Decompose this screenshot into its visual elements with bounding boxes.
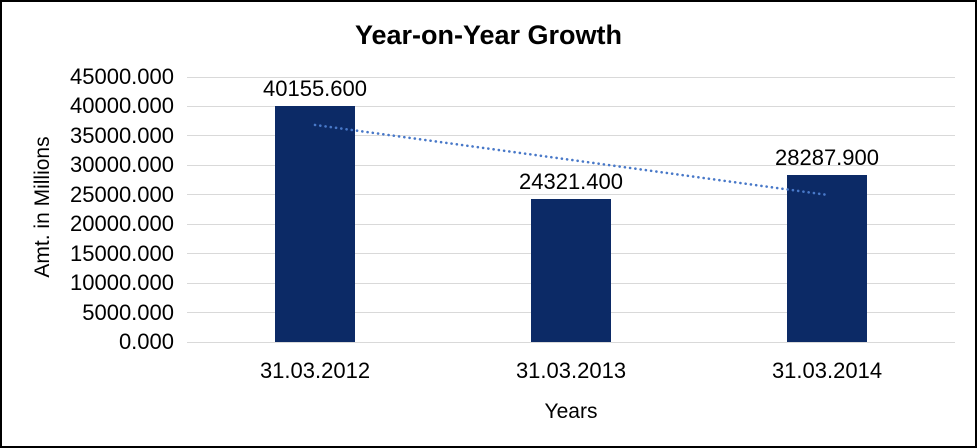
chart-title: Year-on-Year Growth [354,20,623,50]
gridline [187,164,955,166]
trendline [313,123,829,197]
y-axis-tick-label: 5000.000 [82,299,174,325]
x-axis-tick-label: 31.03.2013 [515,358,627,383]
x-axis-tick-label: 31.03.2014 [771,358,883,383]
plot-area: 40155.600 24321.400 28287.900 [187,75,955,343]
data-label: 24321.400 [519,168,623,194]
y-axis-tick-label: 10000.000 [70,270,174,296]
y-axis-tick-label: 35000.000 [70,122,174,148]
gridline [187,76,955,78]
bar [275,105,355,342]
y-axis-tick-label: 0.000 [118,329,174,354]
y-axis-tick-labels: 0.000 5000.000 10000.000 15000.000 20000.000… [2,64,174,354]
y-axis-tick-label: 20000.000 [70,211,174,237]
data-label: 28287.900 [775,145,879,171]
x-axis-tick-labels: 31.03.2012 31.03.2013 31.03.2014 [187,358,955,386]
y-axis-tick-label: 25000.000 [70,181,174,207]
bar [787,175,867,342]
gridline [187,341,955,343]
x-axis-tick-label: 31.03.2012 [259,358,371,383]
y-axis-tick-label: 15000.000 [70,240,174,266]
data-label: 40155.600 [263,75,367,101]
x-axis-title: Years [544,400,598,423]
gridline [187,105,955,107]
y-axis-tick-label: 45000.000 [70,64,174,89]
gridline [187,135,955,137]
gridline [187,194,955,196]
bar [531,198,611,342]
y-axis-tick-label: 30000.000 [70,152,174,178]
y-axis-tick-label: 40000.000 [70,93,174,119]
